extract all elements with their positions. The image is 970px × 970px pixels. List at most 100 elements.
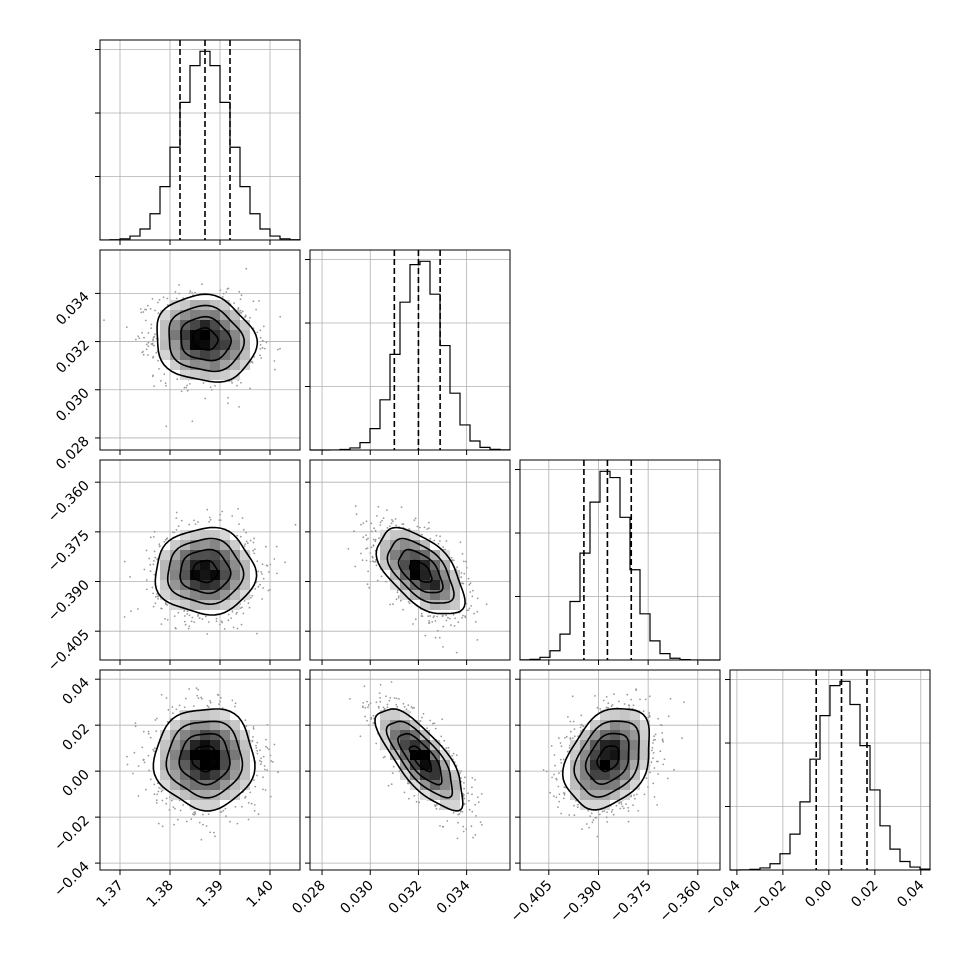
scatter-point — [184, 623, 187, 626]
scatter-point — [372, 545, 375, 547]
density-cell — [200, 770, 210, 780]
scatter-point — [255, 747, 258, 749]
scatter-point — [152, 592, 155, 595]
density-cell — [200, 800, 210, 810]
density-cell — [160, 750, 170, 760]
density-cell — [580, 730, 590, 740]
scatter-point — [158, 368, 160, 370]
scatter-point — [148, 557, 151, 560]
density-cell — [390, 730, 400, 740]
scatter-point — [126, 763, 129, 766]
scatter-point — [191, 616, 194, 619]
scatter-point — [200, 696, 203, 699]
scatter-point — [439, 535, 441, 538]
scatter-point — [467, 609, 470, 611]
x-tick-label-2-2: −0.375 — [607, 878, 655, 926]
density-cell — [570, 750, 580, 760]
density-cell — [210, 570, 220, 580]
scatter-point — [416, 525, 419, 528]
y-tick-label-3-3: 0.02 — [59, 721, 92, 754]
scatter-point — [367, 537, 369, 540]
scatter-point — [207, 621, 210, 623]
scatter-point — [390, 522, 393, 525]
scatter-point — [175, 529, 178, 531]
density-cell — [410, 540, 420, 550]
scatter-point — [365, 534, 367, 537]
scatter-point — [656, 804, 659, 806]
scatter-point — [476, 597, 479, 600]
scatter-point — [443, 739, 446, 742]
scatter-point — [480, 793, 483, 795]
density-cell — [190, 540, 200, 550]
x-tick-label-3-0: −0.04 — [702, 877, 744, 919]
scatter-point — [557, 785, 560, 788]
scatter-point — [165, 697, 168, 699]
scatter-point — [205, 825, 208, 827]
scatter-point — [428, 620, 430, 622]
scatter-point — [635, 793, 638, 796]
scatter-point — [250, 802, 253, 805]
scatter-point — [400, 506, 403, 508]
scatter-point — [163, 373, 166, 376]
scatter-point — [563, 793, 566, 796]
scatter-point — [194, 291, 197, 294]
density-cell — [410, 550, 420, 560]
density-cell — [450, 580, 460, 590]
scatter-point — [445, 540, 448, 542]
scatter-point — [235, 613, 238, 615]
scatter-point — [560, 770, 563, 772]
contour-0-2-1 — [179, 548, 232, 595]
scatter-point — [438, 636, 441, 639]
density-cell — [410, 720, 420, 730]
scatter-point — [455, 651, 458, 654]
density-cell — [620, 720, 630, 730]
scatter-point — [596, 835, 599, 838]
scatter-point — [239, 309, 242, 312]
scatter-point — [673, 768, 675, 771]
scatter-point — [474, 621, 477, 623]
scatter-point — [389, 525, 391, 527]
scatter-point — [279, 347, 281, 350]
density-cell — [210, 590, 220, 600]
scatter-point — [627, 820, 630, 823]
density-cell — [240, 360, 250, 370]
scatter-point — [402, 608, 404, 611]
scatter-point — [249, 387, 252, 390]
scatter-point — [143, 568, 146, 571]
scatter-point — [152, 356, 154, 359]
density-cell — [410, 740, 420, 750]
density-cell — [440, 750, 450, 760]
scatter-point — [434, 727, 437, 730]
scatter-point — [259, 348, 262, 350]
scatter-point — [182, 804, 185, 806]
density-cell — [580, 780, 590, 790]
scatter-point — [155, 351, 158, 354]
scatter-point — [155, 595, 157, 598]
scatter-point — [209, 701, 212, 704]
scatter-point — [225, 291, 228, 293]
scatter-point — [245, 267, 248, 270]
x-tick-label-2-1: −0.390 — [557, 878, 605, 926]
scatter-point — [225, 815, 227, 817]
scatter-point — [553, 773, 555, 776]
scatter-point — [429, 615, 431, 617]
scatter-point — [650, 761, 653, 764]
scatter-point — [263, 347, 266, 350]
density-cell — [240, 560, 250, 570]
scatter-point — [165, 384, 167, 387]
density-cell — [200, 590, 210, 600]
density-cell — [380, 720, 390, 730]
scatter-point — [469, 582, 472, 584]
scatter-point — [135, 338, 137, 341]
density-cell — [160, 590, 170, 600]
scatter-point — [269, 588, 271, 591]
density-cell — [160, 740, 170, 750]
scatter-point — [273, 558, 276, 560]
density-cell — [420, 580, 430, 590]
scatter-point — [432, 722, 434, 725]
density-cell — [610, 770, 620, 780]
scatter-point — [461, 810, 464, 813]
scatter-point — [365, 547, 367, 550]
density-cell — [230, 780, 240, 790]
scatter-point — [472, 589, 474, 592]
